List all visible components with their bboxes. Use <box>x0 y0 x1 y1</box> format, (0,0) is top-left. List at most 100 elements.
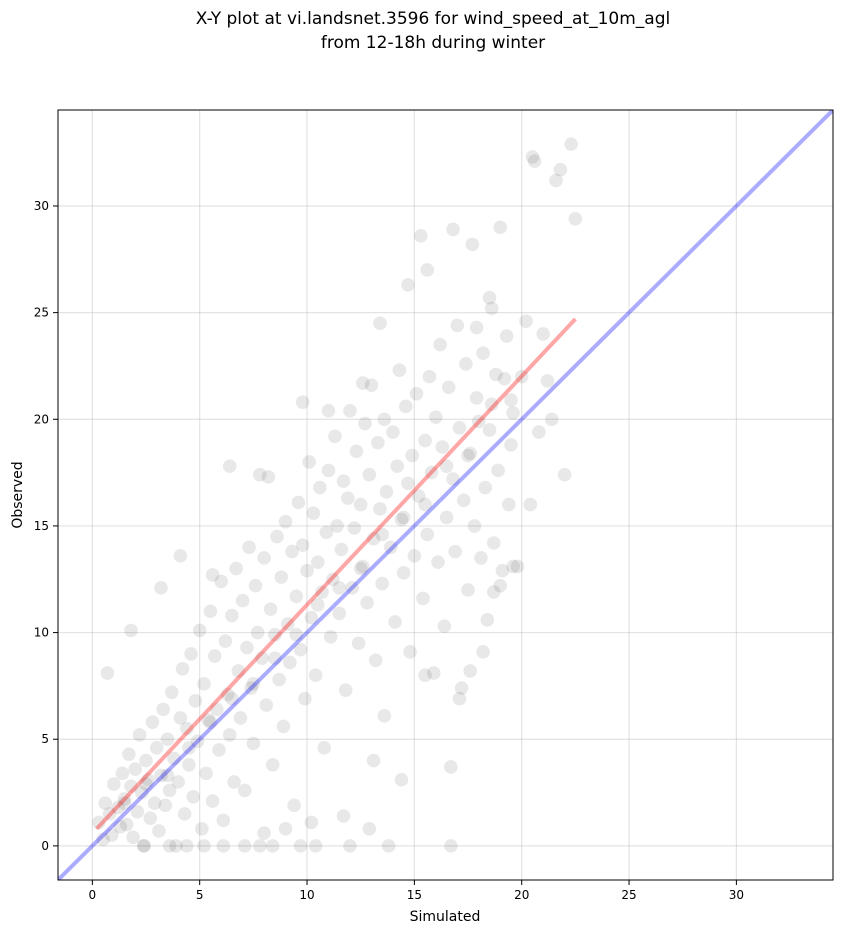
scatter-point <box>222 728 237 742</box>
scatter-point <box>111 800 125 815</box>
y-axis-label: Observed <box>10 461 26 528</box>
scatter-point <box>119 817 134 832</box>
scatter-point <box>274 570 289 584</box>
scatter-point <box>514 369 529 384</box>
scatter-point <box>379 485 394 499</box>
scatter-point <box>371 435 385 450</box>
scatter-point <box>242 540 256 555</box>
scatter-point <box>321 403 336 418</box>
scatter-point <box>499 329 514 343</box>
scatter-point <box>154 580 168 595</box>
scatter-point <box>177 807 192 821</box>
scatter-point <box>137 839 151 853</box>
y-tick-label: 5 <box>41 732 49 746</box>
scatter-point <box>476 644 490 659</box>
chart-title-line-2: from 12-18h during winter <box>321 33 545 53</box>
scatter-point <box>418 668 432 683</box>
scatter-point <box>493 578 508 593</box>
scatter-point <box>439 459 454 474</box>
scatter-point <box>366 531 381 546</box>
scatter-point <box>439 510 454 525</box>
scatter-point <box>126 830 140 845</box>
scatter-point <box>461 583 475 597</box>
x-axis-ticks: 0 5 10 15 20 25 30 <box>89 880 744 902</box>
scatter-point <box>349 444 364 459</box>
scatter-point <box>231 664 246 678</box>
scatter-point <box>237 839 252 853</box>
scatter-point <box>478 480 493 495</box>
scatter-point <box>497 371 512 386</box>
scatter-point <box>201 713 216 727</box>
scatter-point <box>504 438 518 452</box>
scatter-point <box>482 423 497 437</box>
scatter-point <box>197 839 211 853</box>
scatter-point <box>523 497 538 512</box>
scatter-point <box>212 743 226 757</box>
scatter-point <box>304 610 319 625</box>
scatter-point <box>225 691 239 706</box>
scatter-point <box>437 619 452 633</box>
scatter-point <box>336 809 351 823</box>
scatter-point <box>283 655 297 670</box>
scatter-point <box>124 623 138 638</box>
y-axis-ticks: 0 5 10 15 20 25 30 <box>34 199 58 853</box>
identity-line <box>58 110 833 880</box>
scatter-point <box>343 839 357 853</box>
scatter-point <box>124 779 138 793</box>
scatter-point <box>240 640 254 655</box>
scatter-point <box>491 463 505 478</box>
scatter-point <box>173 548 188 563</box>
scatter-point <box>332 580 347 595</box>
scatter-point <box>504 393 518 407</box>
scatter-point <box>388 615 402 629</box>
scatter-point <box>476 346 490 360</box>
scatter-point <box>456 493 471 508</box>
scatter-point <box>192 623 207 638</box>
scatter-point <box>246 736 261 751</box>
scatter-point <box>237 783 252 798</box>
scatter-point <box>214 574 228 589</box>
scatter-point <box>115 766 130 781</box>
scatter-point <box>199 766 213 781</box>
scatter-point <box>398 399 413 414</box>
scatter-point <box>310 598 325 612</box>
scatter-point <box>162 839 177 853</box>
scatter-point <box>300 563 314 578</box>
scatter-point <box>418 433 432 448</box>
scatter-point <box>465 237 480 252</box>
scatter-point <box>435 440 450 454</box>
scatter-point <box>452 421 467 435</box>
scatter-point <box>244 681 259 695</box>
scatter-point <box>506 406 520 420</box>
scatter-point <box>540 374 555 388</box>
scatter-point <box>216 813 231 828</box>
scatter-point <box>502 497 516 512</box>
scatter-point <box>444 839 458 853</box>
scatter-point <box>373 316 387 331</box>
scatter-point <box>527 154 542 168</box>
scatter-point <box>377 708 392 723</box>
scatter-point <box>278 822 293 836</box>
scatter-point <box>321 463 336 478</box>
scatter-point <box>454 681 469 695</box>
scatter-point <box>358 416 372 431</box>
chart-title-line-1: X-Y plot at vi.landsnet.3596 for wind_sp… <box>196 9 670 29</box>
y-tick-label: 20 <box>34 412 49 426</box>
scatter-point <box>220 687 235 702</box>
scatter-point <box>424 465 439 480</box>
scatter-point <box>553 162 568 177</box>
scatter-point <box>164 685 179 700</box>
scatter-point <box>149 740 164 755</box>
scatter-point <box>134 785 149 800</box>
scatter-point <box>263 602 278 616</box>
scatter-point <box>233 711 248 725</box>
scatter-point <box>493 220 508 235</box>
scatter-point <box>98 796 113 811</box>
scatter-point <box>203 604 218 619</box>
scatter-point <box>117 796 132 811</box>
scatter-point <box>289 627 304 642</box>
scatter-point <box>375 527 389 542</box>
scatter-point <box>268 627 282 642</box>
scatter-point <box>345 580 359 595</box>
scatter-point <box>143 811 158 825</box>
